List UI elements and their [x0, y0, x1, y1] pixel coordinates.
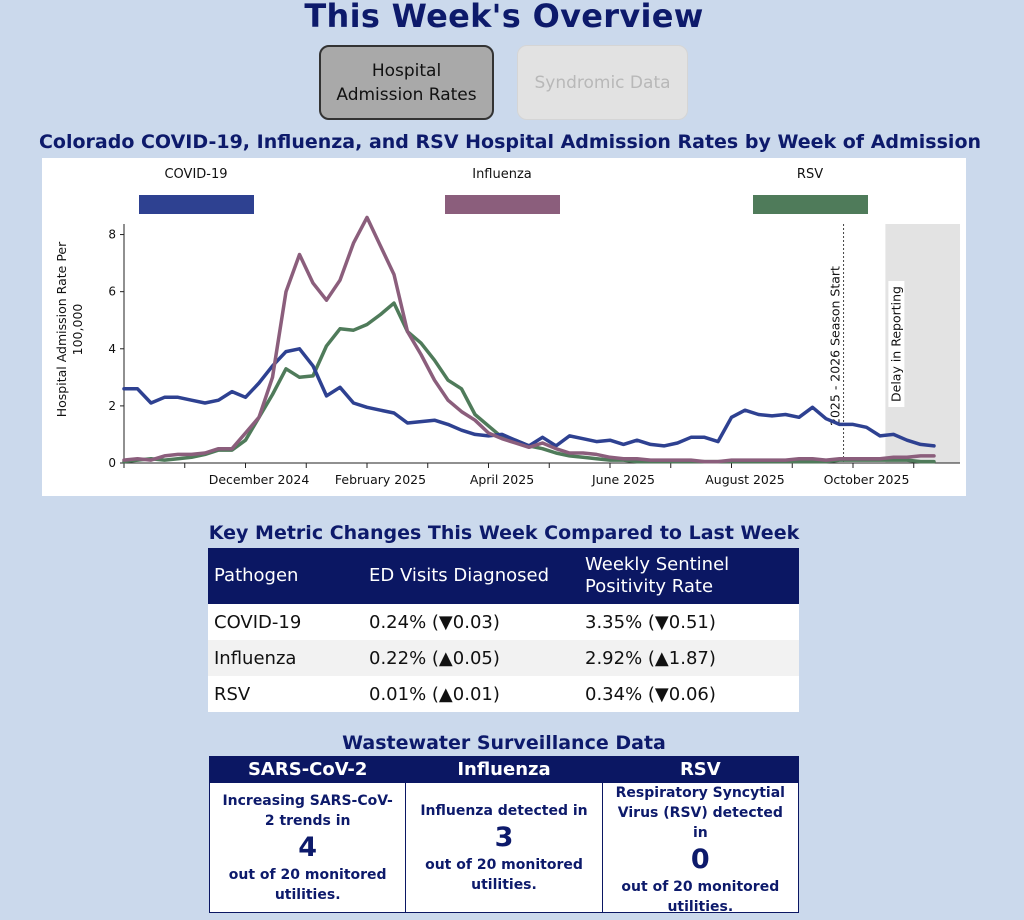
delay-annotation: Delay in Reporting	[888, 281, 905, 407]
legend-swatch-covid-19	[139, 195, 254, 214]
x-tick-label: February 2025	[335, 472, 426, 487]
y-tick-label: 0	[108, 456, 116, 470]
header-pathogen: Pathogen	[208, 548, 363, 604]
legend-label-rsv: RSV	[797, 167, 823, 182]
cell-positivity: 0.34% (▼0.06)	[579, 676, 799, 712]
header-ed-visits: ED Visits Diagnosed	[363, 548, 579, 604]
card-text-after: out of 20 monitored utilities.	[228, 866, 387, 903]
delay-annotation-bg	[888, 281, 905, 407]
card-body: Influenza detected in 3 out of 20 monito…	[406, 783, 601, 912]
tab-hospital-admission-rates[interactable]: Hospital Admission Rates	[319, 45, 494, 120]
series-line-rsv	[122, 301, 936, 464]
delay-annotation-text: Delay in Reporting	[888, 286, 903, 402]
chart-title: Colorado COVID-19, Influenza, and RSV Ho…	[38, 131, 982, 153]
x-tick-label: October 2025	[824, 472, 910, 487]
cell-ed-visits: 0.24% (▼0.03)	[363, 604, 579, 640]
tab-syndromic-data[interactable]: Syndromic Data	[517, 45, 688, 120]
card-text-before: Respiratory Syncytial Virus (RSV) detect…	[615, 785, 785, 841]
wastewater-card-influenza: Influenza Influenza detected in 3 out of…	[406, 757, 603, 912]
cell-pathogen: COVID-19	[208, 604, 363, 640]
cell-pathogen: RSV	[208, 676, 363, 712]
y-axis-label: Hospital Admission Rate Per	[54, 241, 69, 417]
y-tick-label: 2	[108, 399, 116, 413]
table-row: Influenza 0.22% (▲0.05) 2.92% (▲1.87)	[208, 640, 799, 676]
table-row: RSV 0.01% (▲0.01) 0.34% (▼0.06)	[208, 676, 799, 712]
card-number: 3	[494, 821, 514, 853]
series-line-influenza	[122, 215, 936, 464]
x-tick-label: August 2025	[705, 472, 785, 487]
y-tick-label: 4	[108, 342, 116, 356]
metrics-header-row: Pathogen ED Visits Diagnosed Weekly Sent…	[208, 548, 799, 604]
x-tick-label: June 2025	[591, 472, 655, 487]
wastewater-title: Wastewater Surveillance Data	[342, 732, 666, 754]
legend-swatch-rsv	[753, 195, 868, 214]
wastewater-card-sars-cov-2: SARS-CoV-2 Increasing SARS-CoV-2 trends …	[210, 757, 407, 912]
wastewater-card-rsv: RSV Respiratory Syncytial Virus (RSV) de…	[602, 757, 798, 915]
legend-label-covid-19: COVID-19	[164, 167, 227, 182]
chart-container: 0 2 4 6 8 December 2024 February 2025 April 202…	[42, 158, 966, 496]
card-number: 4	[298, 831, 318, 863]
cell-ed-visits: 0.22% (▲0.05)	[363, 640, 579, 676]
legend-label-influenza: Influenza	[472, 167, 532, 182]
y-axis-label: 100,000	[70, 304, 85, 356]
card-header: Influenza	[406, 757, 602, 783]
y-tick-label: 8	[108, 228, 116, 242]
card-text-before: Influenza detected in	[420, 802, 588, 819]
card-text-after: out of 20 monitored utilities.	[425, 856, 583, 893]
x-tick-label: April 2025	[470, 472, 534, 487]
card-body: Increasing SARS-CoV-2 trends in 4 out of…	[210, 783, 405, 912]
card-number: 0	[690, 844, 710, 875]
legend-swatch-influenza	[445, 195, 560, 214]
metrics-title: Key Metric Changes This Week Compared to…	[208, 522, 800, 544]
admission-rate-chart: 0 2 4 6 8 December 2024 February 2025 April 202…	[54, 167, 960, 487]
header-positivity: Weekly Sentinel Positivity Rate	[579, 548, 799, 604]
cell-positivity: 3.35% (▼0.51)	[579, 604, 799, 640]
card-body: Respiratory Syncytial Virus (RSV) detect…	[603, 783, 798, 917]
page-title: This Week's Overview	[304, 0, 704, 35]
cell-ed-visits: 0.01% (▲0.01)	[363, 676, 579, 712]
card-text-before: Increasing SARS-CoV-2 trends in	[222, 792, 393, 829]
cell-positivity: 2.92% (▲1.87)	[579, 640, 799, 676]
table-row: COVID-19 0.24% (▼0.03) 3.35% (▼0.51)	[208, 604, 799, 640]
x-tick-label: December 2024	[209, 472, 310, 487]
season-start-annotation: 2025 - 2026 Season Start	[828, 266, 843, 426]
card-header: RSV	[602, 757, 798, 783]
card-header: SARS-CoV-2	[210, 757, 406, 783]
y-tick-label: 6	[108, 285, 116, 299]
wastewater-cards: SARS-CoV-2 Increasing SARS-CoV-2 trends …	[209, 756, 799, 915]
metrics-table: Pathogen ED Visits Diagnosed Weekly Sent…	[208, 548, 799, 712]
card-text-after: out of 20 monitored utilities.	[621, 879, 780, 915]
cell-pathogen: Influenza	[208, 640, 363, 676]
